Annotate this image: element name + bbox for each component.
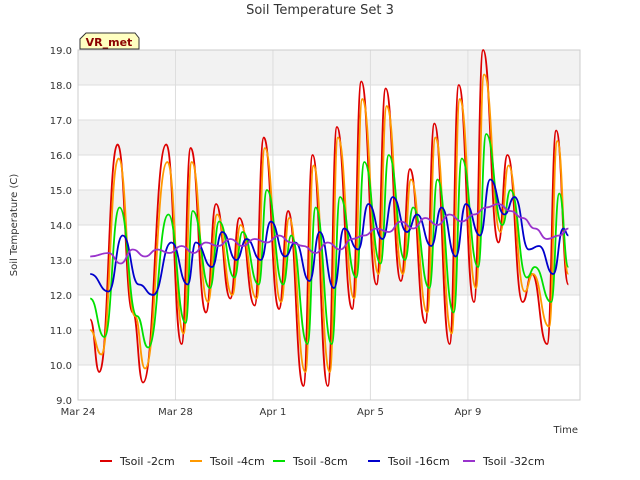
legend-label: Tsoil -32cm (482, 455, 545, 468)
series-line-tsoil-8cm (89, 133, 570, 349)
legend-label: Tsoil -2cm (119, 455, 175, 468)
y-axis-label: Soil Temperature (C) (9, 174, 20, 277)
x-tick-label: Mar 24 (61, 407, 96, 418)
y-tick-label: 9.0 (56, 396, 72, 407)
chart-title: Soil Temperature Set 3 (246, 3, 394, 18)
x-tick-label: Apr 9 (454, 407, 481, 418)
station-badge: VR_met (79, 32, 140, 50)
station-badge-label: VR_met (86, 36, 133, 49)
y-tick-label: 17.0 (50, 116, 72, 127)
x-axis-label: Time (553, 425, 578, 436)
y-tick-label: 12.0 (50, 291, 72, 302)
y-tick-label: 18.0 (50, 81, 72, 92)
y-tick-label: 19.0 (50, 46, 72, 57)
legend-label: Tsoil -4cm (209, 455, 265, 468)
x-tick-label: Mar 28 (158, 407, 193, 418)
background-band (78, 120, 580, 155)
legend-label: Tsoil -16cm (387, 455, 450, 468)
background-band (78, 50, 580, 85)
legend: Tsoil -2cm Tsoil -4cm Tsoil -8cm Tsoil -16c… (100, 455, 545, 468)
y-tick-label: 14.0 (50, 221, 72, 232)
y-tick-label: 10.0 (50, 361, 72, 372)
series-line-tsoil-32cm (90, 203, 569, 265)
y-tick-label: 13.0 (50, 256, 72, 267)
legend-label: Tsoil -8cm (292, 455, 348, 468)
plot-frame (77, 49, 581, 401)
x-axis-ticks: Mar 24 Mar 28 Apr 1 Apr 5 Apr 9 (61, 407, 482, 418)
series-line-tsoil-16cm (90, 178, 569, 296)
y-tick-label: 16.0 (50, 151, 72, 162)
series-line-tsoil-2cm (89, 49, 570, 387)
x-tick-label: Apr 1 (260, 407, 287, 418)
y-tick-label: 11.0 (50, 326, 72, 337)
series-line-tsoil-4cm (89, 73, 570, 373)
y-axis-ticks: 9.0 10.0 11.0 12.0 13.0 14.0 15.0 16.0 17.0 18.0 1… (50, 46, 72, 407)
y-tick-label: 15.0 (50, 186, 72, 197)
series-lines (89, 49, 570, 387)
x-tick-label: Apr 5 (357, 407, 384, 418)
